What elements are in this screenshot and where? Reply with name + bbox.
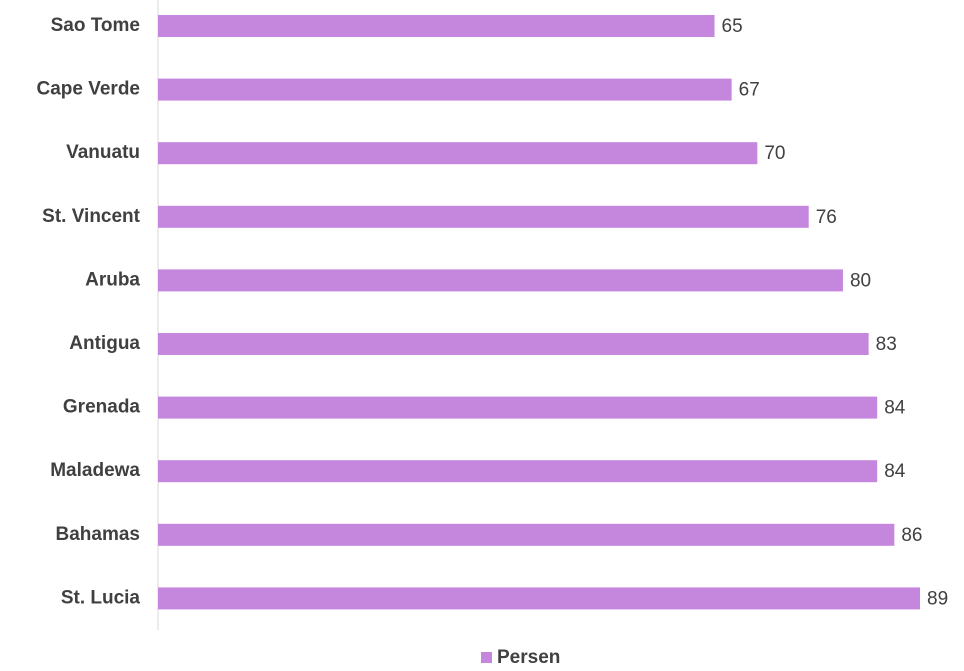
data-label: 84 xyxy=(884,398,906,419)
y-tick-label: Aruba xyxy=(85,269,140,290)
y-tick-label: Cape Verde xyxy=(37,79,141,100)
legend-swatch xyxy=(481,652,492,663)
y-tick-label: Vanuatu xyxy=(66,142,140,163)
data-label: 76 xyxy=(816,207,837,228)
data-label: 65 xyxy=(722,16,743,37)
bar xyxy=(158,587,920,610)
y-tick-label: Bahamas xyxy=(56,524,141,545)
y-tick-label: Sao Tome xyxy=(51,15,140,36)
bar xyxy=(158,78,732,101)
legend-label: Persen xyxy=(497,647,560,668)
data-label: 80 xyxy=(850,270,871,291)
bar xyxy=(158,269,843,292)
data-label: 89 xyxy=(927,588,948,609)
y-tick-label: Maladewa xyxy=(50,460,140,481)
bar xyxy=(158,523,895,546)
y-tick-label: St. Vincent xyxy=(42,206,141,227)
bar xyxy=(158,15,715,37)
data-label: 84 xyxy=(884,461,906,482)
bar xyxy=(158,205,809,228)
data-label: 86 xyxy=(901,525,922,546)
y-tick-label: St. Lucia xyxy=(61,587,141,608)
bar xyxy=(158,396,878,419)
bar xyxy=(158,142,758,165)
y-tick-label: Grenada xyxy=(63,397,141,418)
bar xyxy=(158,333,869,355)
y-tick-label: Antigua xyxy=(69,333,140,354)
data-label: 67 xyxy=(739,80,760,101)
bar xyxy=(158,460,878,483)
data-label: 70 xyxy=(764,143,785,164)
data-label: 83 xyxy=(876,334,897,355)
